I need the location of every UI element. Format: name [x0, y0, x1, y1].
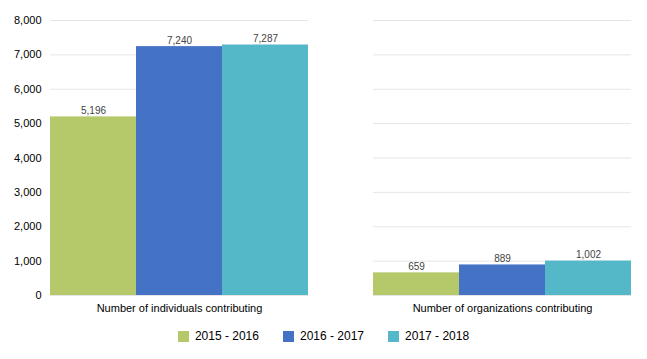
- html-text:2015 - 2016: 2015 - 2016: [194, 329, 259, 343]
- svg-text:889: 889: [494, 253, 511, 264]
- svg-text:Number of organizations contri: Number of organizations contributing: [413, 302, 593, 314]
- svg-text:8,000: 8,000: [14, 14, 42, 26]
- svg-text:Number of individuals contribu: Number of individuals contributing: [97, 302, 263, 314]
- svg-text:6,000: 6,000: [14, 83, 42, 95]
- svg-text:0: 0: [35, 289, 41, 301]
- svg-text:7,000: 7,000: [14, 48, 42, 60]
- svg-text:3,000: 3,000: [14, 186, 42, 198]
- svg-text:5,000: 5,000: [14, 117, 42, 129]
- svg-text:1,000: 1,000: [14, 255, 42, 267]
- html-text:2016 - 2017: 2016 - 2017: [300, 329, 364, 343]
- svg-text:1,002: 1,002: [576, 249, 601, 260]
- svg-text:2,000: 2,000: [14, 220, 42, 232]
- svg-text:659: 659: [408, 261, 425, 272]
- svg-text:5,196: 5,196: [81, 105, 106, 116]
- svg-text:7,240: 7,240: [167, 35, 192, 46]
- html-text:2017 - 2018: 2017 - 2018: [405, 329, 470, 343]
- svg-text:4,000: 4,000: [14, 152, 42, 164]
- svg-text:7,287: 7,287: [253, 33, 278, 44]
